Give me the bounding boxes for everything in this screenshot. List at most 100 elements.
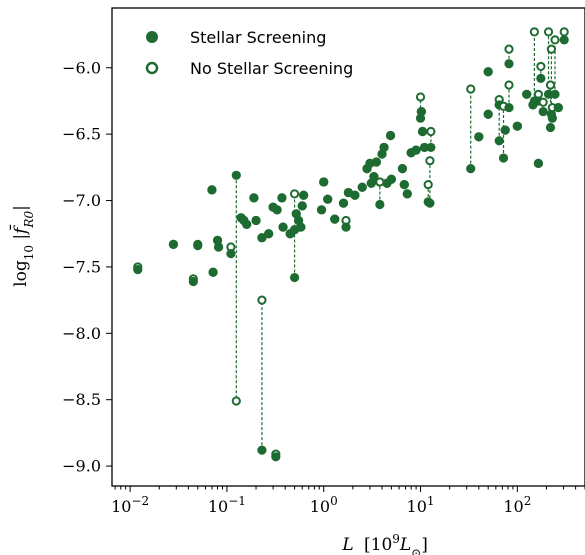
point-no-stellar-screening	[257, 295, 267, 305]
point-stellar-screening	[341, 222, 351, 232]
point-no-stellar-screening	[504, 80, 514, 90]
point-stellar-screening	[399, 179, 409, 190]
point-stellar-screening	[397, 164, 408, 174]
y-tick-label: −9.0	[62, 457, 101, 476]
point-stellar-screening	[338, 198, 349, 208]
point-stellar-screening	[547, 113, 557, 123]
point-stellar-screening	[379, 142, 389, 153]
point-stellar-screening	[296, 222, 306, 232]
point-stellar-screening	[188, 276, 198, 287]
y-tick-label: −6.5	[62, 125, 101, 144]
point-no-stellar-screening	[543, 27, 554, 37]
point-stellar-screening	[385, 130, 396, 141]
point-stellar-screening	[538, 106, 548, 117]
point-stellar-screening	[357, 182, 367, 192]
point-stellar-screening	[559, 35, 569, 45]
point-stellar-screening	[426, 142, 436, 153]
point-stellar-screening	[500, 125, 510, 135]
point-no-stellar-screening	[375, 177, 385, 187]
x-tick-label: 100	[310, 494, 338, 516]
point-stellar-screening	[251, 215, 261, 226]
point-stellar-screening	[483, 109, 493, 119]
point-no-stellar-screening	[466, 84, 476, 94]
point-stellar-screening	[504, 102, 514, 113]
point-stellar-screening	[299, 190, 309, 200]
point-stellar-screening	[402, 189, 412, 199]
point-stellar-screening	[249, 193, 259, 203]
point-stellar-screening	[512, 121, 522, 131]
point-no-stellar-screening	[538, 97, 548, 107]
point-no-stellar-screening	[231, 396, 241, 406]
point-stellar-screening	[208, 267, 218, 277]
point-stellar-screening	[425, 198, 435, 208]
point-stellar-screening	[207, 185, 217, 195]
y-tick-label: −6.0	[62, 58, 101, 77]
point-stellar-screening	[416, 106, 426, 117]
point-stellar-screening	[168, 239, 178, 249]
point-stellar-screening	[231, 170, 241, 180]
point-no-stellar-screening	[529, 27, 539, 37]
point-no-stellar-screening	[550, 35, 560, 45]
point-no-stellar-screening	[425, 156, 435, 166]
point-stellar-screening	[264, 229, 274, 239]
point-stellar-screening	[536, 73, 546, 83]
point-stellar-screening	[417, 126, 428, 137]
point-stellar-screening	[466, 164, 476, 174]
point-stellar-screening	[522, 89, 532, 99]
x-axis: 10−2 10−1 100 101 102	[111, 486, 585, 516]
point-stellar-screening	[226, 249, 236, 259]
point-no-stellar-screening	[536, 61, 546, 72]
point-stellar-screening	[133, 264, 143, 275]
legend: Stellar Screening No Stellar Screening	[145, 28, 353, 78]
point-stellar-screening	[289, 272, 300, 283]
point-no-stellar-screening	[423, 179, 433, 190]
point-stellar-screening	[386, 174, 396, 184]
y-tick-label: −7.0	[62, 191, 101, 210]
point-stellar-screening	[533, 158, 543, 168]
point-stellar-screening	[257, 445, 267, 455]
point-no-stellar-screening	[545, 80, 556, 90]
legend-marker-stellar	[146, 31, 158, 43]
point-no-stellar-screening	[504, 44, 514, 54]
point-stellar-screening	[319, 177, 329, 187]
point-no-stellar-screening	[426, 126, 436, 137]
point-stellar-screening	[483, 67, 493, 77]
x-tick-label: 10−2	[111, 494, 149, 516]
y-axis: −6.0 −6.5 −7.0 −7.5 −8.0 −8.5 −9.0	[62, 58, 112, 476]
legend-marker-no-stellar	[145, 61, 159, 75]
point-stellar-screening	[550, 89, 560, 99]
point-stellar-screening	[375, 199, 385, 210]
point-stellar-screening	[371, 157, 381, 167]
point-stellar-screening	[369, 172, 379, 182]
point-stellar-screening	[350, 190, 360, 200]
point-stellar-screening	[494, 136, 504, 146]
connector-layer	[235, 31, 556, 451]
x-tick-label: 101	[407, 494, 435, 516]
point-stellar-screening	[257, 233, 267, 243]
x-tick-label: 10−1	[208, 494, 246, 516]
point-stellar-screening	[297, 201, 307, 211]
point-stellar-screening	[323, 194, 333, 204]
point-no-stellar-screening	[415, 92, 426, 102]
point-stellar-screening	[316, 205, 327, 215]
point-stellar-screening	[504, 59, 514, 69]
x-tick-label: 102	[503, 494, 531, 516]
point-stellar-screening	[278, 222, 288, 232]
point-stellar-screening	[545, 122, 556, 133]
plot-frame	[111, 7, 585, 487]
point-stellar-screening	[242, 219, 252, 230]
point-no-stellar-screening	[289, 189, 300, 199]
point-stellar-screening	[213, 242, 224, 252]
points-layer	[133, 27, 569, 462]
y-tick-label: −8.5	[62, 390, 101, 409]
point-no-stellar-screening	[546, 44, 557, 54]
legend-label-no-stellar: No Stellar Screening	[190, 59, 353, 78]
point-stellar-screening	[474, 132, 484, 142]
x-axis-label-unit: [109L⊙]	[364, 532, 428, 555]
y-tick-label: −7.5	[62, 257, 101, 276]
point-stellar-screening	[419, 142, 430, 153]
y-tick-label: −8.0	[62, 324, 101, 343]
point-stellar-screening	[193, 241, 203, 251]
legend-label-stellar: Stellar Screening	[190, 28, 326, 47]
